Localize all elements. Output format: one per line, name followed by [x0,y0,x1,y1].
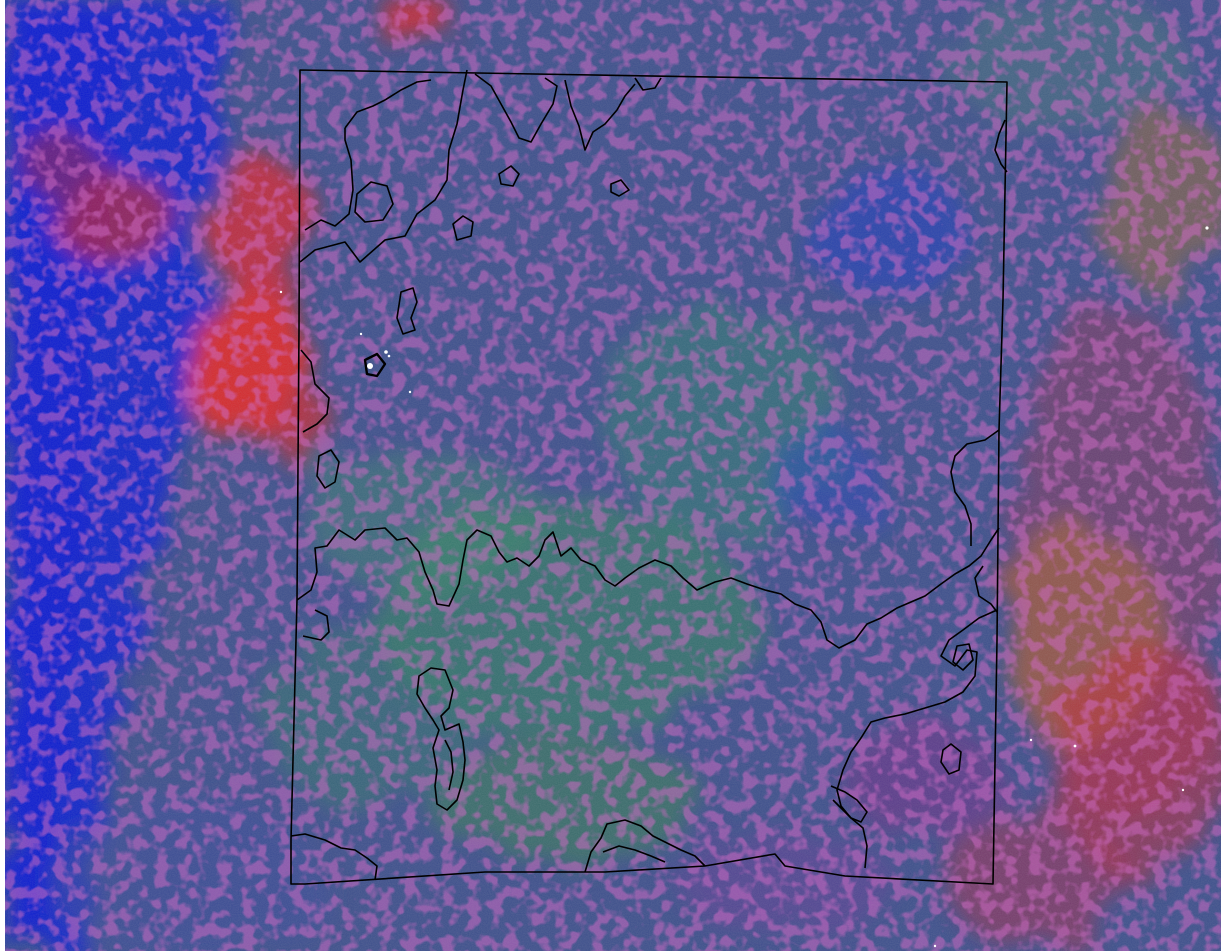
lake-contour [452,215,474,241]
lake-contour [610,179,630,197]
marker-dot [279,290,283,294]
marker-dot [367,363,373,369]
island-contour [416,667,466,811]
marker-dot [1029,738,1033,742]
point-markers [279,226,1209,948]
study-area-boundary [290,69,1008,885]
marker-dot [1073,744,1077,748]
grain-layer [5,0,1221,951]
satellite-map [5,0,1221,951]
boundary-lines [290,69,1008,885]
marker-dot [359,332,363,336]
marker-dot [384,350,388,354]
lake-contour [498,165,520,187]
river-boundary [296,527,1000,649]
marker-dot [1205,226,1209,230]
marker-dot [933,944,937,948]
lake-contour [316,449,340,489]
lake-contour [354,181,394,223]
lake-contour [940,743,962,775]
marker-dot [408,390,412,394]
lake-contour [396,287,418,335]
lake-contour [952,643,974,671]
marker-dot [1181,788,1185,792]
lake-contour [363,352,387,378]
marker-dot [387,354,391,358]
